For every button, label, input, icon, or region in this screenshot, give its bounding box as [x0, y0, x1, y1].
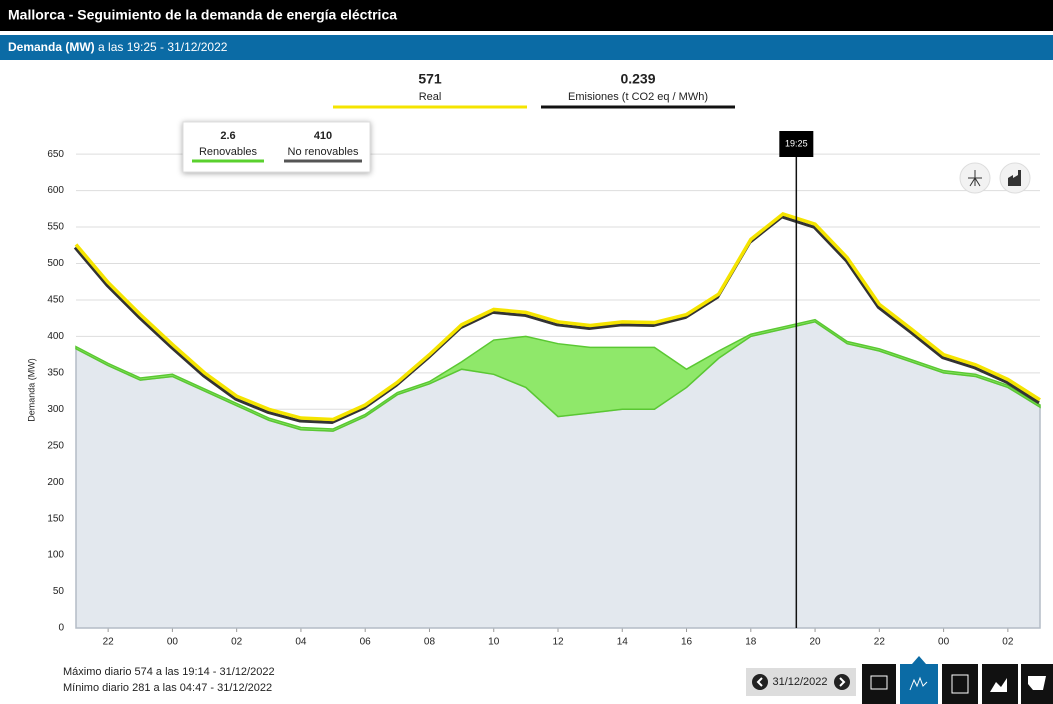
x-tick-label: 12 [552, 637, 564, 648]
subtitle: Demanda (MW) a las 19:25 - 31/12/2022 [8, 40, 228, 54]
next-day[interactable] [834, 674, 850, 690]
non-renewables-value: 410 [314, 130, 332, 142]
chart-button[interactable] [900, 664, 938, 704]
subtitle-rest: a las 19:25 - 31/12/2022 [98, 40, 228, 54]
x-tick-label: 16 [681, 637, 693, 648]
y-tick-label: 450 [47, 295, 64, 306]
y-tick-label: 200 [47, 477, 64, 488]
y-tick-label: 150 [47, 513, 64, 524]
table-glyph [951, 674, 969, 694]
map-glyph [1028, 676, 1046, 690]
x-tick-label: 22 [874, 637, 886, 648]
prev-day[interactable] [752, 674, 768, 690]
y-tick-label: 500 [47, 258, 64, 269]
x-tick-label: 00 [167, 637, 179, 648]
renewables-value: 2.6 [220, 130, 235, 142]
prev-arrow [756, 677, 763, 687]
area-button[interactable] [982, 664, 1018, 704]
x-tick-label: 02 [1002, 637, 1014, 648]
renewables-label: Renovables [199, 146, 258, 158]
real-label: Real [419, 91, 442, 103]
cursor-box [779, 131, 814, 157]
next-arrow [839, 677, 846, 687]
x-tick-label: 04 [295, 637, 307, 648]
date-label: 31/12/2022 [772, 676, 827, 688]
footer-min: Mínimo diario 281 a las 04:47 - 31/12/20… [63, 682, 272, 694]
real-value: 571 [418, 71, 442, 87]
wind-glyph [968, 170, 982, 187]
area-glyph [990, 678, 1007, 692]
line [74, 211, 1041, 422]
y-tick-label: 250 [47, 440, 64, 451]
y-tick-label: 0 [58, 623, 64, 634]
x-tick-label: 22 [103, 637, 115, 648]
y-tick-label: 300 [47, 404, 64, 415]
y-tick-label: 50 [53, 586, 65, 597]
chart-glyph [909, 676, 928, 691]
calendar-glyph [870, 675, 888, 690]
emissions-label: Emisiones (t CO2 eq / MWh) [568, 91, 708, 103]
emissions-value: 0.239 [620, 71, 655, 87]
x-tick-label: 06 [360, 637, 372, 648]
x-tick-label: 08 [424, 637, 436, 648]
cursor-label: 19:25 [785, 138, 808, 148]
plot: 0 50 100 150 200 250 300 350 400 450 500 550 600 650 2… [26, 125, 1041, 648]
x-tick-label: 20 [810, 637, 822, 648]
line-shadow [73, 215, 1040, 425]
factory-glyph [1008, 170, 1021, 186]
page-title: Mallorca - Seguimiento de la demanda de … [8, 7, 397, 23]
calendar-button[interactable] [862, 664, 896, 704]
y-tick-label: 100 [47, 550, 64, 561]
y-axis-label: Demanda (MW) [26, 358, 36, 422]
x-tick-label: 18 [745, 637, 757, 648]
subtitle-bar [0, 35, 1053, 60]
y-tick-label: 650 [47, 149, 64, 160]
y-tick-label: 350 [47, 367, 64, 378]
chart-button-pointer [912, 656, 926, 664]
x-tick-label: 00 [938, 637, 950, 648]
non-renewables-label: No renovables [288, 146, 359, 158]
table-button[interactable] [942, 664, 978, 704]
subtitle-bold: Demanda (MW) [8, 40, 95, 54]
x-tick-label: 14 [617, 637, 629, 648]
y-tick-label: 600 [47, 185, 64, 196]
x-tick-label: 02 [231, 637, 243, 648]
y-tick-label: 550 [47, 222, 64, 233]
tooltip [182, 121, 371, 173]
title-bar [0, 0, 1053, 31]
footer-max: Máximo diario 574 a las 19:14 - 31/12/20… [63, 666, 275, 678]
x-tick-label: 10 [488, 637, 500, 648]
area [75, 318, 1041, 432]
y-tick-label: 400 [47, 331, 64, 342]
